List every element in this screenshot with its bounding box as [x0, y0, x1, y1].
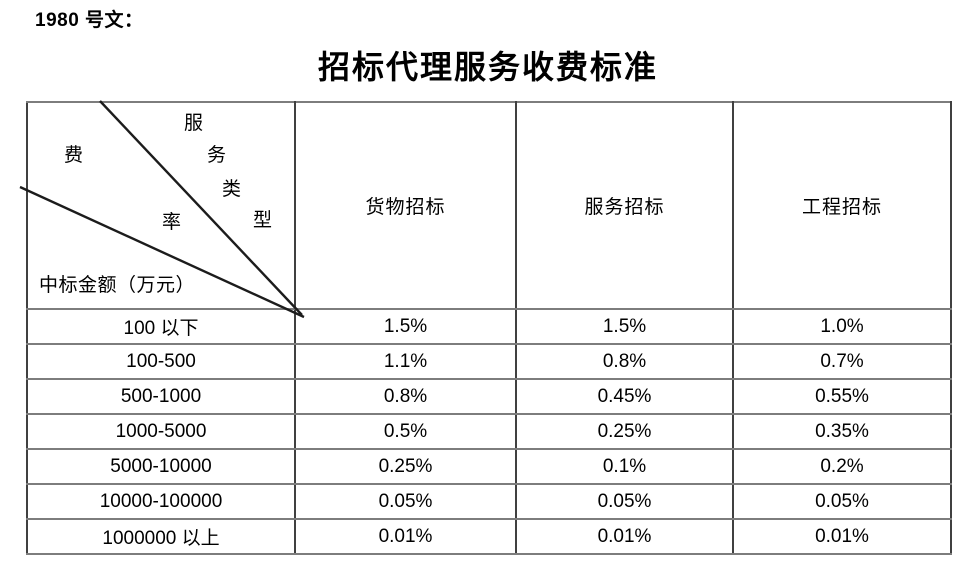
rate-cell: 0.05% — [515, 483, 734, 520]
fee-standard-table: 服 务 类 型 费 率 中标金额（万元） 货物招标 服务招标 工程招标 100 … — [19, 100, 952, 555]
diagonal-corner-cell: 服 务 类 型 费 率 中标金额（万元） — [19, 100, 305, 319]
rate-cell: 0.01% — [515, 518, 734, 555]
corner-type-axis-char: 务 — [207, 145, 227, 166]
column-header-engineering: 工程招标 — [732, 101, 952, 310]
rate-cell: 0.5% — [294, 413, 517, 450]
table-row: 10000-100000 0.05% 0.05% 0.05% — [26, 483, 952, 520]
rate-cell: 0.1% — [515, 448, 734, 485]
corner-rate-axis-char: 率 — [162, 212, 182, 233]
table-header-row: 服 务 类 型 费 率 中标金额（万元） 货物招标 服务招标 工程招标 — [19, 100, 952, 319]
row-axis-label: 中标金额（万元） — [39, 275, 196, 296]
rate-cell: 1.0% — [732, 308, 952, 345]
rate-cell: 0.8% — [294, 378, 517, 415]
diagonal-corner-content: 服 务 类 型 费 率 中标金额（万元） — [19, 100, 305, 319]
row-label: 100-500 — [26, 343, 296, 380]
diagonal-divider-lines — [19, 100, 305, 319]
document-ref-label: 1980 号文： — [35, 10, 144, 31]
corner-type-axis-char: 型 — [253, 210, 273, 231]
rate-cell: 1.5% — [294, 308, 517, 345]
corner-type-axis-char: 服 — [184, 113, 204, 134]
row-label: 10000-100000 — [26, 483, 296, 520]
column-header-services: 服务招标 — [515, 101, 734, 310]
rate-cell: 1.1% — [294, 343, 517, 380]
rate-cell: 0.35% — [732, 413, 952, 450]
diagonal-line-upper — [99, 100, 303, 316]
diagonal-line-lower — [19, 185, 305, 319]
row-label: 1000-5000 — [26, 413, 296, 450]
corner-rate-axis-char: 费 — [64, 145, 84, 166]
row-label: 100 以下 — [26, 308, 296, 345]
rate-cell: 0.01% — [732, 518, 952, 555]
rate-cell: 0.05% — [294, 483, 517, 520]
table-row: 1000000 以上 0.01% 0.01% 0.01% — [26, 518, 952, 555]
table-row: 100-500 1.1% 0.8% 0.7% — [26, 343, 952, 380]
rate-cell: 0.8% — [515, 343, 734, 380]
column-header-goods: 货物招标 — [294, 101, 517, 310]
page-title: 招标代理服务收费标准 — [317, 49, 658, 85]
row-label: 1000000 以上 — [26, 518, 296, 555]
rate-cell: 0.55% — [732, 378, 952, 415]
table-row: 100 以下 1.5% 1.5% 1.0% — [26, 308, 952, 345]
row-label: 500-1000 — [26, 378, 296, 415]
table-row: 500-1000 0.8% 0.45% 0.55% — [26, 378, 952, 415]
corner-type-axis-char: 类 — [222, 179, 242, 200]
table-row: 1000-5000 0.5% 0.25% 0.35% — [26, 413, 952, 450]
rate-cell: 0.2% — [732, 448, 952, 485]
rate-cell: 0.01% — [294, 518, 517, 555]
rate-cell: 0.25% — [294, 448, 517, 485]
rate-cell: 0.45% — [515, 378, 734, 415]
rate-cell: 0.05% — [732, 483, 952, 520]
rate-cell: 0.25% — [515, 413, 734, 450]
table-row: 5000-10000 0.25% 0.1% 0.2% — [26, 448, 952, 485]
rate-cell: 1.5% — [515, 308, 734, 345]
row-label: 5000-10000 — [26, 448, 296, 485]
rate-cell: 0.7% — [732, 343, 952, 380]
fee-table-body: 100 以下 1.5% 1.5% 1.0% 100-500 1.1% 0.8% 0.7% 500… — [26, 308, 952, 555]
